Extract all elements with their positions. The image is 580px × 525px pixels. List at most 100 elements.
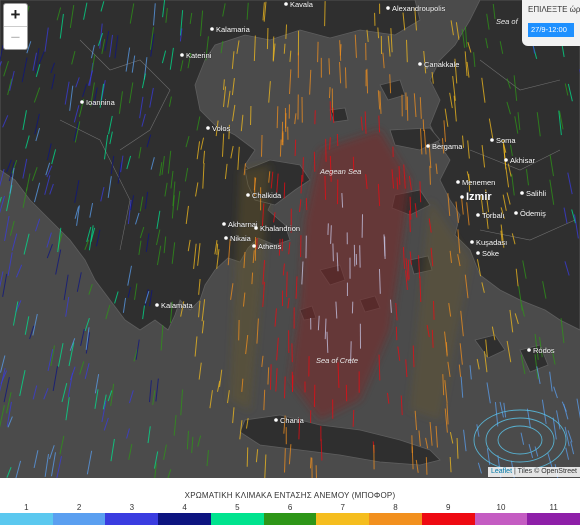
wind-streak: [466, 61, 470, 78]
wind-streak: [150, 157, 155, 170]
wind-streak: [476, 424, 480, 437]
wind-streak: [402, 247, 405, 269]
leaflet-link[interactable]: Leaflet: [491, 468, 513, 475]
wind-particles: [0, 0, 580, 478]
wind-streak: [224, 163, 228, 180]
wind-streak: [365, 174, 368, 190]
wind-streak: [511, 173, 515, 196]
wind-streak: [485, 211, 489, 229]
wind-streak: [171, 242, 176, 264]
wind-streak: [73, 105, 80, 123]
time-select[interactable]: 27/9-12:00: [528, 23, 574, 37]
wind-streak: [90, 44, 95, 59]
wind-streak: [520, 354, 526, 375]
wind-streak: [294, 113, 297, 125]
wind-streak: [563, 207, 568, 224]
wind-streak: [464, 274, 469, 299]
wind-streak: [144, 191, 149, 210]
wind-streak: [431, 329, 434, 348]
wind-streak: [23, 233, 30, 255]
zoom-in-button[interactable]: +: [10, 5, 21, 24]
wind-streak: [422, 119, 425, 132]
wind-streak: [264, 454, 267, 478]
legend-numbers: 1 2 3 4 5 6 7 8 9 10 11: [0, 503, 580, 512]
wind-streak: [134, 212, 140, 225]
legend-color-swatch: [421, 513, 475, 525]
place-label: Kalamaria: [216, 25, 251, 34]
wind-streak: [101, 39, 106, 54]
wind-streak: [214, 240, 218, 255]
wind-streak: [149, 27, 155, 50]
wind-streak: [32, 385, 38, 400]
wind-streak: [485, 339, 488, 358]
wind-streak: [253, 35, 256, 62]
wind-streak: [528, 444, 534, 458]
wind-streak: [366, 68, 369, 94]
place-marker: [254, 226, 258, 230]
wind-streak: [164, 182, 168, 197]
wind-streak: [419, 181, 422, 203]
wind-streak: [134, 283, 138, 300]
wind-streak: [514, 116, 519, 134]
legend-color-swatch: [316, 513, 370, 525]
wind-streak: [126, 428, 130, 439]
wind-streak: [324, 1, 326, 27]
wind-streak: [255, 449, 259, 463]
wind-streak: [476, 259, 482, 277]
wind-streak: [377, 27, 380, 39]
wind-streak: [201, 299, 206, 322]
wind-streak: [130, 195, 135, 211]
wind-streak: [107, 176, 112, 198]
wind-streak: [571, 209, 576, 224]
wind-streak: [378, 115, 381, 133]
wind-streak: [117, 162, 122, 184]
legend-color-swatch: [369, 513, 422, 525]
wind-streak: [86, 450, 93, 475]
wind-streak: [154, 463, 157, 478]
wind-streak: [341, 193, 344, 208]
wind-streak: [488, 118, 494, 139]
sea-label: Sea of: [496, 17, 519, 26]
wind-streak: [449, 456, 452, 473]
wind-streak: [125, 47, 131, 72]
wind-streak: [426, 324, 430, 338]
wind-streak: [443, 120, 446, 142]
place-label: Alexandroupolis: [392, 4, 446, 13]
wind-streak: [160, 325, 164, 351]
wind-streak: [262, 281, 265, 307]
wind-streak: [481, 145, 486, 168]
wind-streak: [558, 110, 562, 136]
legend-color-bar: [0, 513, 580, 525]
wind-streak: [552, 417, 557, 440]
place-label: Ioannina: [86, 98, 116, 107]
wind-streak: [45, 162, 51, 176]
wind-streak: [445, 342, 448, 357]
wind-streak: [200, 10, 204, 37]
wind-streak: [246, 447, 249, 467]
wind-streak: [95, 229, 101, 247]
wind-streak: [288, 444, 292, 465]
wind-streak: [2, 273, 8, 297]
place-marker: [514, 211, 518, 215]
wind-streak: [155, 378, 159, 402]
wind-streak: [283, 376, 286, 399]
wind-streak: [90, 82, 95, 107]
place-label: Volos: [212, 124, 231, 133]
zoom-out-button[interactable]: −: [4, 26, 27, 49]
time-selector-panel: ΕΠΙΛΕΞΤΕ ώρα 27/9-12:00: [522, 0, 580, 46]
wind-streak: [0, 271, 4, 289]
wind-streak: [191, 436, 194, 453]
wind-streak: [413, 93, 417, 118]
wind-streak: [549, 179, 555, 205]
wind-map[interactable]: Kavala Alexandroupolis Kalamaria Katerini Io…: [0, 0, 580, 478]
wind-streak: [276, 173, 279, 193]
wind-streak: [220, 40, 224, 54]
wind-streak: [515, 268, 519, 287]
wind-streak: [31, 166, 38, 182]
wind-streak: [6, 401, 12, 427]
wind-streak: [464, 51, 468, 76]
wind-streak: [65, 296, 70, 317]
wind-streak: [156, 210, 161, 229]
wind-streak: [217, 380, 221, 392]
wind-streak: [101, 400, 107, 423]
